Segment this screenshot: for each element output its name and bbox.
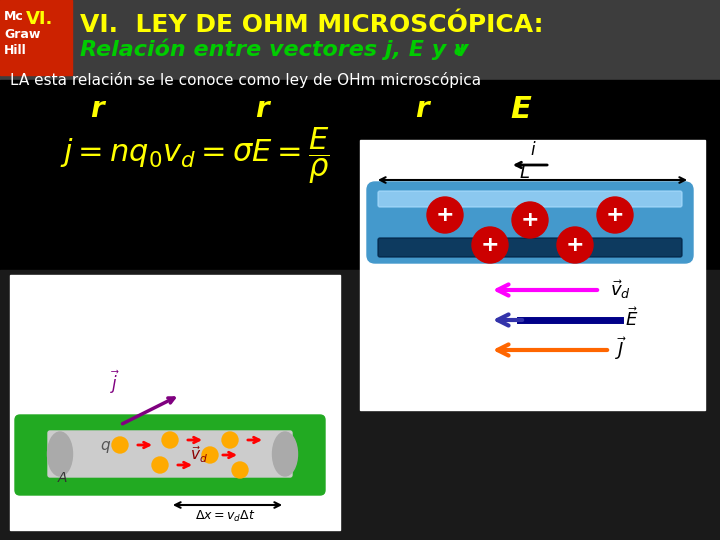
Text: +: + [566,235,585,255]
Circle shape [557,227,593,263]
Bar [360,140,705,410]
Text: E: E [510,95,531,124]
Text: i: i [530,141,535,159]
Circle shape [222,432,238,448]
Text: +: + [436,205,454,225]
Text: $\vec{E}$: $\vec{E}$ [625,307,639,330]
FancyBboxPatch shape [378,191,682,207]
Circle shape [162,432,178,448]
Text: VI.  LEY DE OHM MICROSCÓPICA:: VI. LEY DE OHM MICROSCÓPICA: [80,13,544,37]
Text: $\vec{J}$: $\vec{J}$ [615,335,627,362]
Bar [0,0,72,75]
Ellipse shape [48,432,73,476]
Text: A: A [58,471,68,485]
Text: $j = nq_0v_d = \sigma E = \dfrac{E}{\rho}$: $j = nq_0v_d = \sigma E = \dfrac{E}{\rho… [60,125,330,186]
Bar [10,275,340,530]
Text: $\vec{v}_d$: $\vec{v}_d$ [610,278,631,301]
FancyBboxPatch shape [48,431,292,477]
Circle shape [232,462,248,478]
Text: $\vec{j}$: $\vec{j}$ [110,368,120,396]
Circle shape [472,227,508,263]
Circle shape [512,202,548,238]
Text: +: + [606,205,624,225]
Text: LA esta relación se le conoce como ley de OHm microscópica: LA esta relación se le conoce como ley d… [10,72,481,88]
Circle shape [152,457,168,473]
Text: r: r [90,95,104,123]
Text: q: q [100,438,109,453]
Text: d: d [453,44,463,58]
Circle shape [427,197,463,233]
Text: $\Delta x = v_d \Delta t$: $\Delta x = v_d \Delta t$ [195,509,256,524]
Text: Graw: Graw [4,28,40,41]
Text: r: r [415,95,428,123]
Text: +: + [481,235,499,255]
Text: Relación entre vectores j, E y v: Relación entre vectores j, E y v [80,39,469,60]
Bar [0,270,720,540]
FancyBboxPatch shape [378,238,682,257]
Text: r: r [255,95,269,123]
Circle shape [202,447,218,463]
Text: VI.: VI. [26,10,53,28]
Ellipse shape [272,432,297,476]
FancyBboxPatch shape [367,182,693,263]
Bar [0,80,720,270]
Circle shape [112,437,128,453]
Text: Hill: Hill [4,44,27,57]
Text: L: L [520,164,530,182]
Text: $\vec{v}_d$: $\vec{v}_d$ [190,444,208,465]
FancyBboxPatch shape [15,415,325,495]
Bar [0,0,720,80]
Text: Mc: Mc [4,10,24,23]
Circle shape [597,197,633,233]
Text: +: + [521,210,539,230]
